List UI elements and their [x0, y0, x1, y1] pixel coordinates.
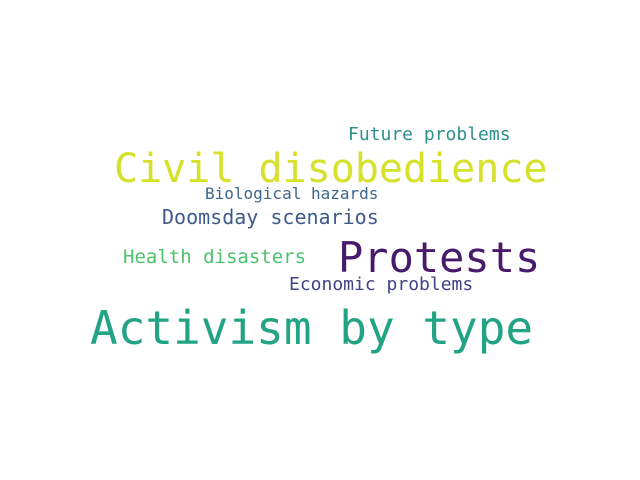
word-health-disasters: Health disasters [123, 246, 307, 268]
word-future-problems: Future problems [348, 124, 511, 145]
word-doomsday-scenarios: Doomsday scenarios [162, 205, 379, 229]
word-protests: Protests [338, 233, 541, 282]
word-activism-by-type: Activism by type [90, 301, 534, 355]
word-civil-disobedience: Civil disobedience [114, 146, 548, 192]
word-biological-hazards: Biological hazards [205, 184, 379, 203]
word-economic-problems: Economic problems [289, 274, 474, 295]
